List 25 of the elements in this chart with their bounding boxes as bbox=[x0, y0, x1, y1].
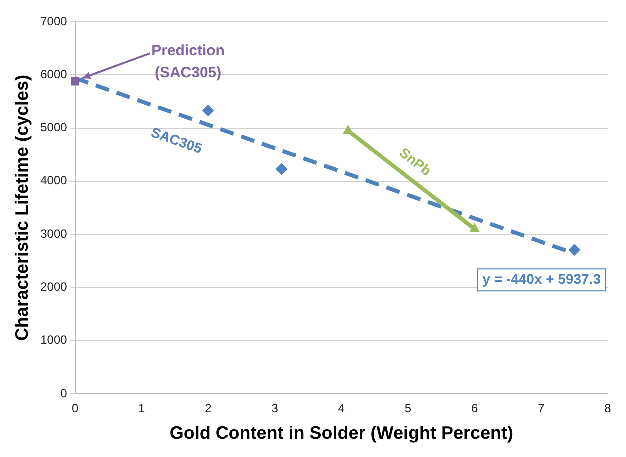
point bbox=[276, 163, 288, 176]
y-tick-label: 6000 bbox=[40, 67, 68, 82]
x-tick-label: 4 bbox=[338, 402, 346, 416]
x-tick-label: 1 bbox=[138, 402, 146, 416]
y-tick-label: 4000 bbox=[40, 174, 68, 188]
x-tick-label: 6 bbox=[471, 402, 478, 416]
x-axis-title: Gold Content in Solder (Weight Percent) bbox=[170, 423, 514, 444]
y-tick-label: 5000 bbox=[40, 120, 68, 135]
y-tick-label: 0 bbox=[60, 386, 68, 400]
x-tick-label: 3 bbox=[272, 402, 279, 416]
point bbox=[568, 244, 581, 256]
annotation: y = -440x + 5937.3 bbox=[482, 271, 602, 287]
x-tick-label: 8 bbox=[604, 402, 612, 416]
point bbox=[71, 77, 80, 86]
x-tick-label: 7 bbox=[538, 402, 546, 416]
annotation: Prediction (SAC305) bbox=[152, 42, 225, 82]
point bbox=[202, 104, 214, 117]
y-tick-label: 3000 bbox=[40, 226, 68, 241]
x-tick-label: 2 bbox=[205, 402, 212, 416]
x-tick-label: 5 bbox=[404, 402, 412, 416]
y-tick-label: 2000 bbox=[40, 280, 68, 294]
x-tick-label: 0 bbox=[72, 402, 79, 416]
y-tick-label: 1000 bbox=[40, 333, 68, 348]
y-tick-label: 7000 bbox=[40, 14, 68, 28]
y-axis-title: Characteristic Lifetime (cycles) bbox=[12, 74, 32, 342]
